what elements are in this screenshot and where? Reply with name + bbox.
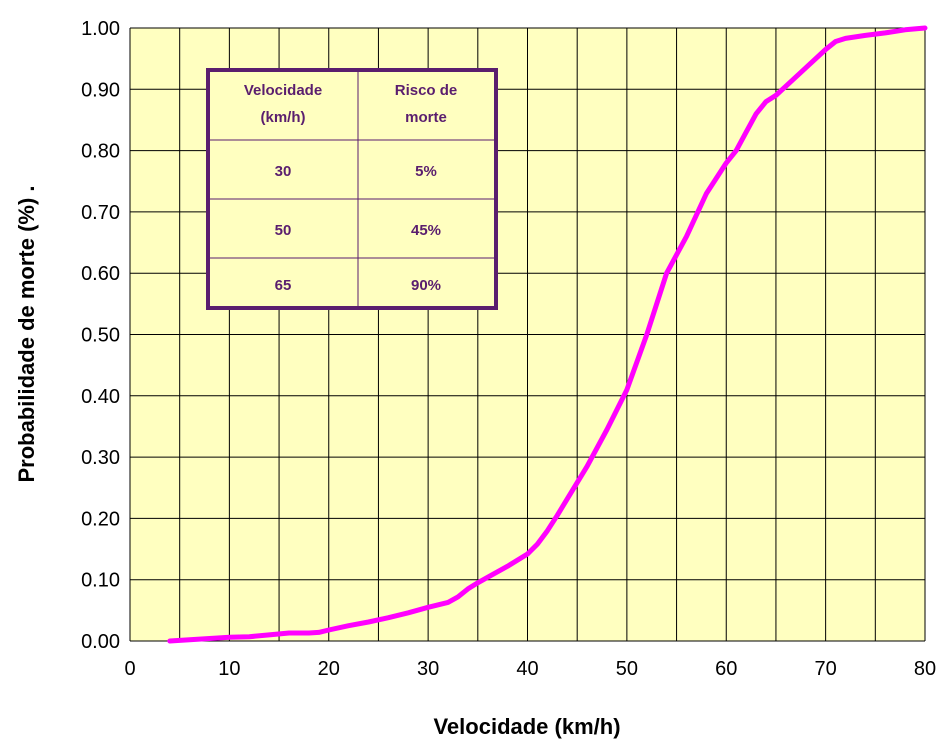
y-axis-title: Probabilidade de morte (%) . xyxy=(14,185,39,482)
x-tick-labels: 0 10 20 30 40 50 60 70 80 xyxy=(124,658,936,680)
y-tick-label: 0.60 xyxy=(81,263,120,285)
table-header-risco-2: morte xyxy=(405,109,447,126)
x-tick-label: 70 xyxy=(815,658,837,680)
series-line xyxy=(167,25,928,644)
table-cell: 65 xyxy=(275,277,292,294)
inset-table-border xyxy=(206,68,498,310)
y-tick-label: 0.50 xyxy=(81,325,120,347)
x-tick-label: 40 xyxy=(516,658,538,680)
y-tick-label: 0.40 xyxy=(81,386,120,408)
x-axis-title: Velocidade (km/h) xyxy=(433,714,620,739)
table-cell: 30 xyxy=(275,163,292,180)
y-tick-label: 0.00 xyxy=(81,631,120,653)
y-tick-label: 0.20 xyxy=(81,508,120,530)
x-tick-label: 0 xyxy=(124,658,135,680)
y-tick-label: 0.80 xyxy=(81,141,120,163)
y-tick-label: 0.30 xyxy=(81,447,120,469)
x-tick-label: 10 xyxy=(218,658,240,680)
y-tick-label: 0.70 xyxy=(81,202,120,224)
y-tick-label: 0.90 xyxy=(81,79,120,101)
x-tick-label: 50 xyxy=(616,658,638,680)
inset-table: Velocidade (km/h) Risco de morte 30 5% 5… xyxy=(206,68,498,310)
table-header-velocidade-unit: (km/h) xyxy=(261,109,306,126)
table-cell: 5% xyxy=(415,163,437,180)
y-tick-labels: 0.00 0.10 0.20 0.30 0.40 0.50 0.60 0.70 0.80 0.90… xyxy=(81,18,120,653)
y-tick-label: 0.10 xyxy=(81,570,120,592)
x-tick-label: 30 xyxy=(417,658,439,680)
x-tick-label: 20 xyxy=(318,658,340,680)
table-cell: 50 xyxy=(275,222,292,239)
x-tick-label: 60 xyxy=(715,658,737,680)
table-header-velocidade: Velocidade xyxy=(244,82,322,99)
table-header-risco: Risco de xyxy=(395,82,458,99)
table-cell: 45% xyxy=(411,222,441,239)
x-tick-label: 80 xyxy=(914,658,936,680)
y-tick-label: 1.00 xyxy=(81,18,120,40)
table-cell: 90% xyxy=(411,277,441,294)
